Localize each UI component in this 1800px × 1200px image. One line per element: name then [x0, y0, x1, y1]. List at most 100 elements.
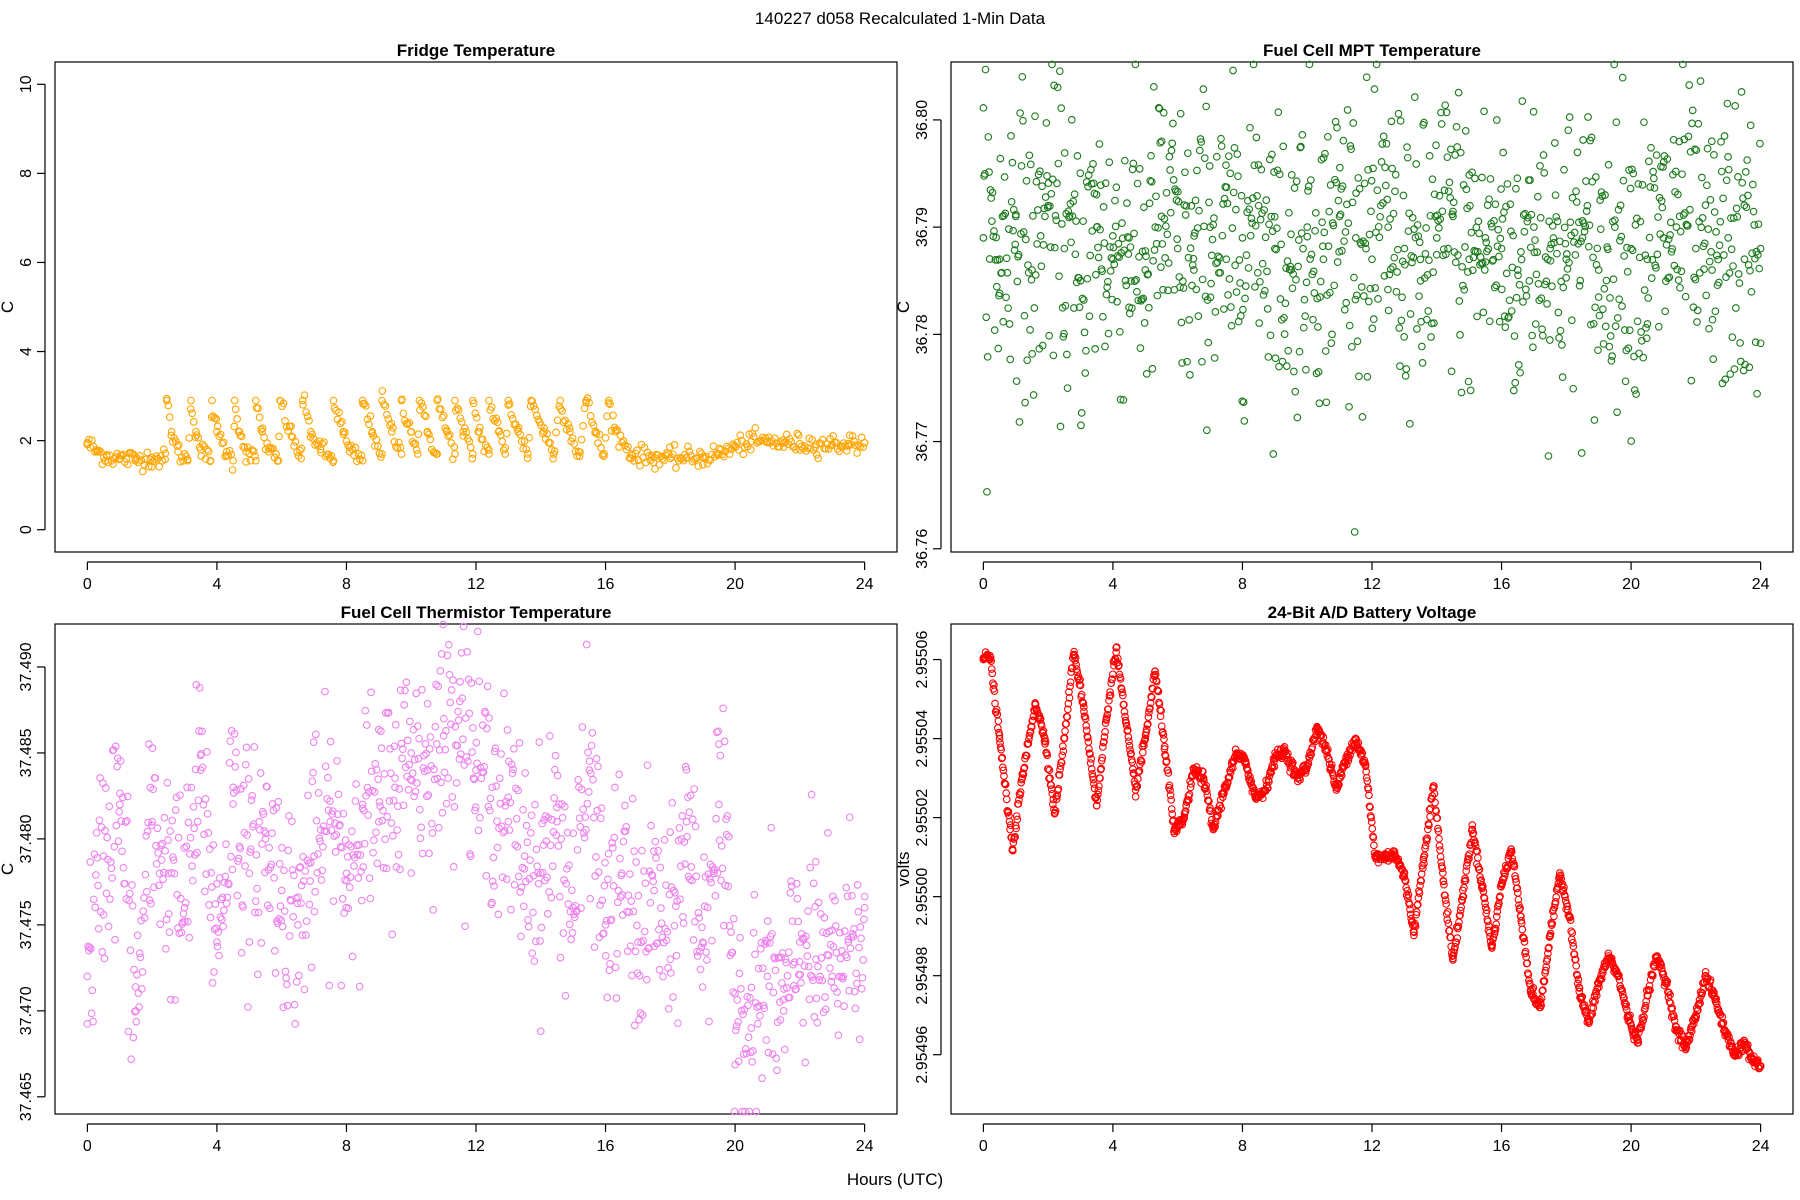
- mpt-data-point: [1322, 398, 1331, 407]
- fridge-data-point: [583, 394, 592, 402]
- battery-data-point: [1712, 994, 1721, 1003]
- thermistor-data-point: [345, 883, 354, 892]
- fridge-data-point: [576, 448, 584, 457]
- thermistor-data-point: [705, 874, 714, 883]
- thermistor-data-point: [141, 870, 150, 879]
- mpt-data-point: [1640, 118, 1648, 127]
- mpt-data-point: [1550, 139, 1559, 147]
- mpt-data-point: [1436, 215, 1445, 223]
- mpt-data-point: [1615, 295, 1624, 304]
- fridge-data-point: [206, 457, 215, 466]
- mpt-data-point: [1273, 166, 1282, 175]
- thermistor-data-point: [476, 813, 484, 822]
- thermistor-data-point: [751, 950, 759, 959]
- thermistor-data-point: [424, 791, 433, 799]
- thermistor-data-point: [290, 871, 298, 880]
- mpt-data-point: [1145, 303, 1153, 312]
- mpt-data-point: [1409, 253, 1418, 262]
- mpt-data-point: [1544, 452, 1553, 460]
- battery-data-point: [1516, 904, 1524, 912]
- mpt-data-point: [1172, 196, 1181, 204]
- mpt-data-point: [1408, 258, 1416, 267]
- mpt-data-point: [1584, 113, 1592, 121]
- mpt-data-point: [1336, 210, 1345, 219]
- thermistor-data-point: [536, 1027, 545, 1036]
- mpt-data-point: [1692, 146, 1701, 155]
- thermistor-data-point: [213, 938, 221, 946]
- fridge-data-point: [579, 422, 587, 430]
- thermistor-data-point: [398, 754, 406, 763]
- mpt-data-point: [1425, 256, 1433, 265]
- thermistor-data-point: [277, 886, 286, 895]
- thermistor-data-point: [758, 964, 767, 973]
- thermistor-data-point: [815, 976, 824, 984]
- fridge-data-point: [156, 452, 165, 460]
- mpt-data-point: [1212, 152, 1221, 161]
- fridge-points: [83, 387, 869, 476]
- thermistor-data-point: [85, 943, 94, 952]
- thermistor-data-point: [630, 847, 638, 856]
- mpt-data-point: [1075, 273, 1083, 282]
- mpt-data-point: [1403, 143, 1411, 151]
- thermistor-data-point: [114, 837, 123, 845]
- thermistor-data-point: [776, 1016, 785, 1024]
- battery-data-point: [1482, 906, 1491, 915]
- fridge-data-point: [485, 396, 493, 405]
- thermistor-data-point: [325, 981, 334, 990]
- mpt-data-point: [1527, 210, 1536, 219]
- thermistor-data-point: [666, 969, 675, 977]
- thermistor-data-point: [857, 984, 866, 993]
- thermistor-data-point: [809, 879, 818, 888]
- battery-data-point: [1101, 728, 1109, 736]
- thermistor-data-point: [783, 971, 792, 980]
- mpt-data-point: [1608, 217, 1617, 226]
- thermistor-data-point: [850, 987, 859, 996]
- thermistor-data-point: [265, 904, 274, 913]
- battery-data-point: [1475, 865, 1484, 874]
- mpt-data-point: [1553, 217, 1562, 226]
- thermistor-data-point: [746, 1048, 755, 1057]
- thermistor-data-point: [426, 733, 435, 741]
- thermistor-data-point: [611, 963, 620, 972]
- thermistor-data-point: [179, 909, 188, 918]
- mpt-data-point: [1666, 231, 1674, 239]
- mpt-data-point: [1070, 304, 1078, 312]
- mpt-data-point: [1452, 122, 1461, 131]
- battery-data-point: [1358, 749, 1367, 758]
- mpt-data-point: [1260, 206, 1268, 214]
- thermistor-data-point: [739, 1010, 747, 1019]
- fridge-data-point: [564, 420, 572, 428]
- mpt-data-point: [1647, 274, 1656, 283]
- mpt-data-point: [1086, 251, 1095, 260]
- thermistor-data-point: [859, 956, 868, 964]
- fridge-data-point: [808, 436, 817, 444]
- fridge-data-point: [651, 465, 659, 473]
- thermistor-data-point: [239, 781, 248, 790]
- mpt-data-point: [1623, 267, 1632, 276]
- mpt-data-point: [1466, 386, 1475, 395]
- thermistor-data-point: [427, 819, 436, 828]
- fridge-data-point: [421, 412, 430, 421]
- battery-data-point: [1495, 899, 1503, 908]
- mpt-data-point: [1083, 274, 1092, 283]
- fridge-data-point: [339, 430, 348, 439]
- battery-data-point: [1567, 927, 1576, 936]
- thermistor-data-point: [294, 893, 302, 902]
- thermistor-data-point: [763, 917, 772, 925]
- battery-data-point: [1634, 1038, 1643, 1047]
- thermistor-data-point: [483, 682, 492, 691]
- fridge-data-point: [685, 447, 694, 456]
- mpt-data-point: [981, 65, 990, 74]
- mpt-data-point: [1231, 261, 1240, 270]
- fridge-data-point: [378, 396, 386, 405]
- mpt-data-point: [1249, 60, 1258, 69]
- thermistor-data-point: [360, 806, 368, 815]
- thermistor-data-point: [829, 942, 838, 951]
- thermistor-data-point: [372, 765, 381, 774]
- fridge-data-point: [699, 460, 707, 469]
- mpt-data-point: [1095, 140, 1104, 148]
- thermistor-data-point: [608, 839, 616, 847]
- thermistor-data-point: [756, 1011, 764, 1020]
- thermistor-data-point: [598, 896, 607, 905]
- mpt-data-point: [1535, 296, 1544, 305]
